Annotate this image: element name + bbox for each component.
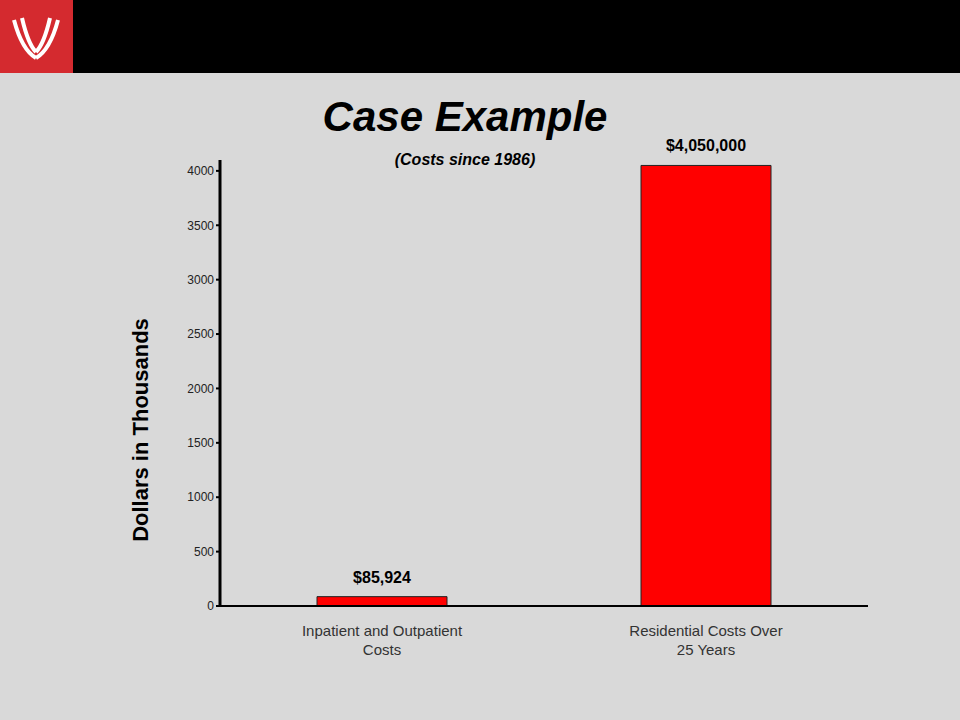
svg-text:Residential Costs Over25 Years: Residential Costs Over25 Years: [629, 622, 782, 658]
svg-text:3000: 3000: [187, 273, 214, 287]
svg-text:1500: 1500: [187, 436, 214, 450]
svg-text:$85,924: $85,924: [353, 569, 411, 586]
html-text:Dollars in Thousands: Dollars in Thousands: [128, 318, 153, 542]
svg-text:3500: 3500: [187, 219, 214, 233]
svg-text:500: 500: [194, 545, 214, 559]
html-text:Case Example: Case Example: [322, 93, 608, 140]
svg-text:2500: 2500: [187, 327, 214, 341]
svg-text:2000: 2000: [187, 382, 214, 396]
svg-text:0: 0: [207, 599, 214, 613]
html-text:(Costs since 1986): (Costs since 1986): [394, 151, 536, 168]
svg-text:4000: 4000: [187, 164, 214, 178]
svg-text:$4,050,000: $4,050,000: [666, 137, 746, 154]
svg-text:Inpatient and OutpatientCosts: Inpatient and OutpatientCosts: [302, 622, 463, 658]
svg-text:1000: 1000: [187, 490, 214, 504]
